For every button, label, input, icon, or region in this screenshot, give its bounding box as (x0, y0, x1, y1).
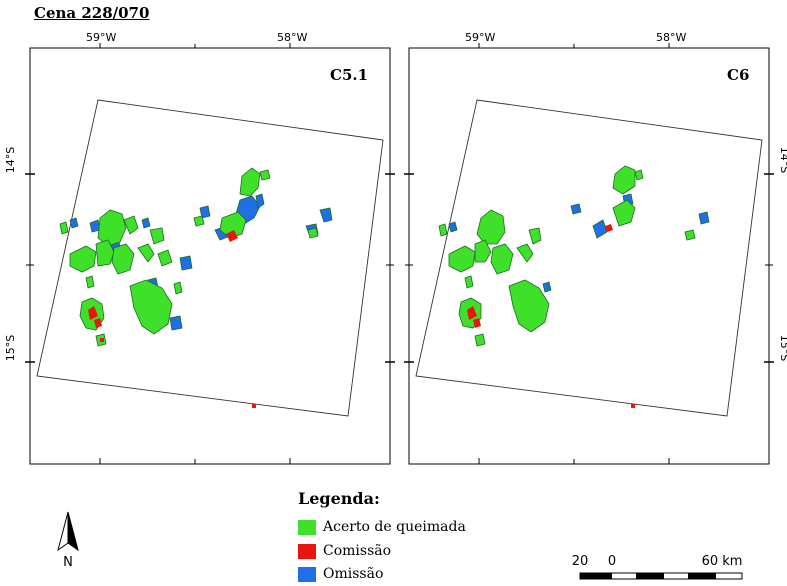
lon-label-east: 58°W (277, 31, 307, 44)
map-panel-c5-1: 59°W 58°W 14°S 15°S C5.1 (4, 31, 395, 465)
legend-swatch-omission (298, 566, 316, 582)
lat-label-south-left: 15°S (4, 335, 17, 361)
legend-swatch-hit (298, 519, 316, 535)
map-frame: 59°W 58°W 14°S 15°S C5.1 (4, 31, 395, 465)
panel-label: C5.1 (330, 66, 368, 84)
north-arrow-icon: N (57, 511, 79, 570)
lat-label-north-left: 14°S (4, 147, 17, 173)
scale-label-left: 20 (572, 554, 588, 569)
scene-footprint (36, 99, 384, 417)
north-label: N (63, 555, 73, 570)
legend-item-hit: Acerto de queimada (298, 517, 466, 537)
legend-swatch-commission (298, 543, 316, 559)
lon-label-west: 59°W (465, 31, 495, 44)
lon-label-west: 59°W (86, 31, 116, 44)
commission-areas (88, 230, 256, 408)
scene-title: Cena 228/070 (34, 4, 150, 22)
scale-bar: 20 0 60 km (572, 554, 743, 580)
burn-patches (438, 165, 710, 408)
scale-label-zero: 0 (608, 554, 616, 569)
legend-label: Omissão (323, 566, 384, 582)
legend-label: Acerto de queimada (323, 519, 466, 535)
burn-patches (59, 167, 333, 408)
map-panel-c6: 59°W 58°W 14°S 15°S C6 (404, 31, 787, 465)
lat-label-south-right: 15°S (778, 335, 787, 361)
legend-label: Comissão (323, 543, 392, 559)
lon-label-east: 58°W (656, 31, 686, 44)
legend-item-commission: Comissão (298, 541, 391, 561)
panel-label: C6 (727, 66, 749, 84)
legend-title: Legenda: (298, 489, 380, 508)
commission-areas (467, 224, 635, 408)
lat-label-north-right: 14°S (778, 147, 787, 173)
hit-areas (438, 165, 696, 347)
scale-label-right: 60 km (702, 554, 743, 569)
map-frame: 59°W 58°W 14°S 15°S C6 (404, 31, 787, 465)
legend-item-omission: Omissão (298, 564, 383, 584)
scene-footprint (415, 99, 763, 417)
